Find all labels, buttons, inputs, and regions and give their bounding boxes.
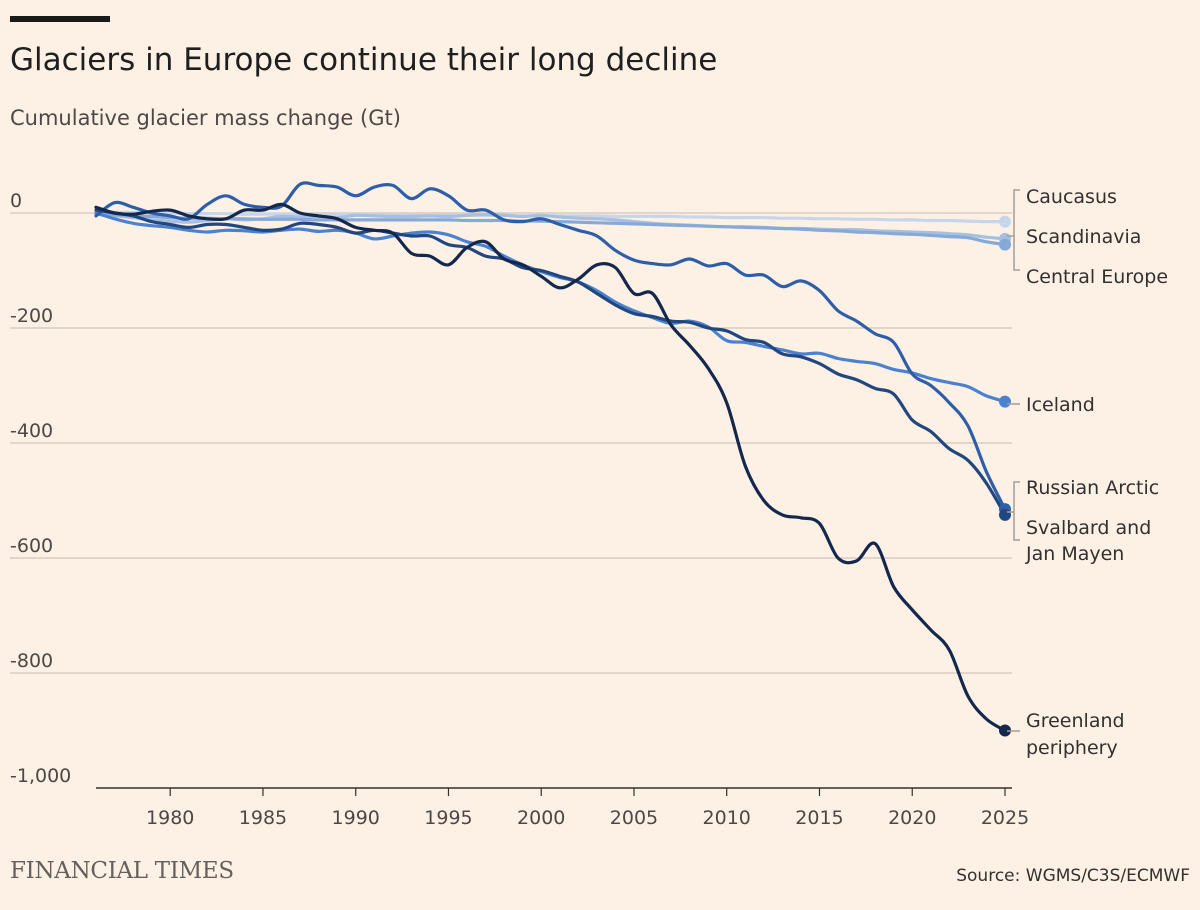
- x-tick-label: 1980: [146, 807, 194, 829]
- x-axis: 1980 1985 1990 1995 2000 2005 2010 2015 2020 2025: [146, 788, 1029, 829]
- bracket-top-group: [1013, 189, 1020, 271]
- endpoint-caucasus: [999, 215, 1011, 228]
- chart-subtitle: Cumulative glacier mass change (Gt): [10, 106, 401, 130]
- series-endpoints: [999, 215, 1011, 737]
- series-labels: Caucasus Scandinavia Central Europe Icel…: [1025, 186, 1168, 759]
- x-tick-label: 2015: [795, 807, 843, 829]
- y-axis-ticks: 0 -200 -400 -600 -800 -1,000: [10, 190, 71, 787]
- y-tick-label: -400: [10, 420, 53, 442]
- source-note: Source: WGMS/C3S/ECMWF: [956, 866, 1190, 886]
- label-svalbard-line1: Svalbard and: [1026, 517, 1151, 539]
- label-greenland-line2: periphery: [1026, 737, 1118, 759]
- bracket-russia-svalbard: [1013, 481, 1020, 541]
- label-greenland-line1: Greenland: [1026, 710, 1125, 732]
- label-svalbard-line2: Jan Mayen: [1025, 543, 1124, 565]
- x-tick-label: 1985: [239, 807, 287, 829]
- series-lines: [94, 181, 1007, 733]
- ft-logo: FINANCIAL TIMES: [10, 858, 234, 884]
- endpoint-svalbard-and-jan-mayen: [999, 508, 1011, 521]
- x-tick-label: 2005: [610, 807, 658, 829]
- y-tick-label: -600: [10, 535, 53, 557]
- gridlines: [10, 212, 1012, 789]
- label-caucasus: Caucasus: [1026, 186, 1117, 208]
- x-tick-label: 2020: [888, 807, 936, 829]
- y-tick-label: -800: [10, 650, 53, 672]
- series-line-greenland-periphery: [94, 202, 1007, 733]
- x-tick-label: 1990: [332, 807, 380, 829]
- label-russian-arctic: Russian Arctic: [1026, 477, 1159, 499]
- x-tick-label: 2025: [981, 807, 1029, 829]
- label-central-europe: Central Europe: [1026, 266, 1168, 288]
- endpoint-greenland-periphery: [999, 724, 1011, 737]
- x-tick-label: 1995: [424, 807, 472, 829]
- x-tick-label: 2010: [703, 807, 751, 829]
- y-tick-label: -200: [10, 305, 53, 327]
- y-tick-label: 0: [10, 190, 22, 212]
- y-tick-label: -1,000: [10, 765, 71, 787]
- endpoint-central-europe: [999, 238, 1011, 251]
- series-line-iceland: [94, 211, 1007, 404]
- chart-title: Glaciers in Europe continue their long d…: [10, 42, 718, 78]
- series-line-russian-arctic: [94, 181, 1007, 511]
- series-line-svalbard-and-jan-mayen: [94, 208, 1007, 517]
- label-brackets: [1007, 189, 1020, 732]
- endpoint-iceland: [999, 395, 1011, 408]
- header-accent-bar: [10, 16, 110, 22]
- x-tick-label: 2000: [517, 807, 565, 829]
- label-scandinavia: Scandinavia: [1026, 226, 1141, 248]
- label-iceland: Iceland: [1026, 394, 1095, 416]
